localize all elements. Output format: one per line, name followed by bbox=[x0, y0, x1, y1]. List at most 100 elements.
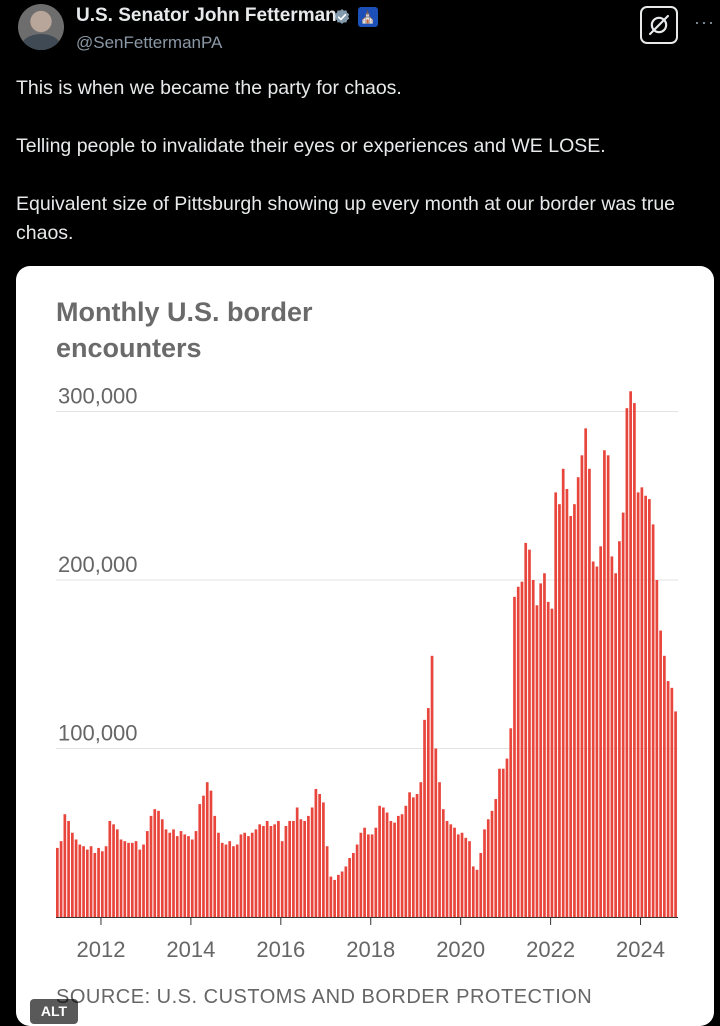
bar bbox=[115, 829, 119, 917]
bar bbox=[329, 876, 333, 917]
bar bbox=[168, 832, 172, 917]
bar bbox=[580, 455, 584, 917]
bar bbox=[543, 573, 546, 917]
bar bbox=[59, 841, 63, 917]
bar bbox=[284, 826, 288, 917]
bar bbox=[374, 827, 378, 917]
bar bbox=[404, 805, 408, 917]
bar bbox=[352, 852, 355, 917]
x-tick-label: 2020 bbox=[436, 937, 485, 962]
bar bbox=[63, 814, 67, 917]
bar bbox=[509, 728, 513, 917]
bar bbox=[441, 809, 445, 917]
bar bbox=[333, 879, 336, 917]
bar bbox=[56, 847, 59, 917]
bar bbox=[67, 820, 70, 917]
bar bbox=[134, 841, 138, 917]
bar bbox=[558, 504, 561, 917]
bar bbox=[194, 831, 198, 917]
bar bbox=[389, 820, 393, 917]
bar bbox=[307, 815, 310, 917]
post-header: U.S. Senator John Fetterman ⛪ @SenFetter… bbox=[0, 0, 720, 70]
bar bbox=[258, 824, 262, 917]
bar bbox=[108, 820, 112, 917]
x-tick-label: 2018 bbox=[346, 937, 395, 962]
bar bbox=[576, 477, 580, 917]
bar bbox=[505, 758, 509, 917]
bar bbox=[355, 844, 359, 917]
bar bbox=[535, 605, 539, 917]
bar bbox=[674, 711, 677, 917]
bar bbox=[142, 844, 145, 917]
bar bbox=[104, 846, 108, 917]
bar bbox=[213, 815, 217, 917]
bar bbox=[584, 428, 588, 917]
grok-icon[interactable] bbox=[640, 6, 678, 44]
bar bbox=[280, 841, 284, 917]
government-badge-icon: ⛪ bbox=[358, 7, 378, 27]
bar bbox=[187, 836, 190, 917]
avatar[interactable] bbox=[18, 4, 64, 50]
bar bbox=[164, 829, 168, 917]
bar bbox=[520, 581, 524, 917]
bar bbox=[265, 820, 269, 917]
bar bbox=[217, 832, 220, 917]
bar bbox=[501, 768, 505, 917]
bar bbox=[621, 512, 625, 917]
bar bbox=[618, 541, 621, 917]
bar bbox=[78, 844, 82, 917]
bar bbox=[262, 826, 265, 917]
bar bbox=[322, 802, 325, 917]
bar bbox=[247, 836, 250, 917]
author-handle[interactable]: @SenFettermanPA bbox=[76, 33, 223, 52]
bar bbox=[224, 844, 228, 917]
bar bbox=[554, 492, 558, 917]
bar bbox=[460, 832, 464, 917]
bar bbox=[666, 681, 670, 917]
bar bbox=[127, 842, 130, 917]
bar bbox=[228, 841, 232, 917]
bar bbox=[475, 869, 479, 917]
bar bbox=[149, 815, 153, 917]
more-options-icon[interactable]: ··· bbox=[694, 12, 715, 32]
bar bbox=[483, 829, 486, 917]
alt-text-badge[interactable]: ALT bbox=[30, 999, 78, 1024]
bar bbox=[636, 492, 640, 917]
bar bbox=[464, 837, 468, 917]
bar bbox=[648, 499, 651, 917]
bar bbox=[82, 846, 85, 917]
bar bbox=[123, 841, 127, 917]
bar bbox=[438, 782, 441, 917]
x-tick-label: 2012 bbox=[76, 937, 125, 962]
post-text: This is when we became the party for cha… bbox=[16, 74, 708, 277]
x-tick-label: 2022 bbox=[526, 937, 575, 962]
bar bbox=[89, 846, 93, 917]
bar bbox=[494, 799, 498, 917]
bar bbox=[546, 601, 550, 917]
bar bbox=[172, 829, 175, 917]
bar bbox=[516, 586, 520, 917]
bar bbox=[396, 815, 400, 917]
bar bbox=[119, 839, 123, 917]
bar bbox=[468, 841, 471, 917]
post-paragraph-2: Telling people to invalidate their eyes … bbox=[16, 135, 606, 157]
bar bbox=[629, 391, 632, 917]
bar bbox=[411, 797, 415, 917]
bar bbox=[490, 810, 494, 917]
bar bbox=[130, 842, 134, 917]
bar bbox=[277, 820, 280, 917]
author-name[interactable]: U.S. Senator John Fetterman bbox=[76, 5, 337, 26]
bar bbox=[633, 403, 636, 917]
post-image[interactable]: 100,000 200,000 300,000 2012 2014 2016 2018 20… bbox=[16, 266, 714, 1026]
bar bbox=[479, 852, 483, 917]
bar bbox=[550, 608, 554, 917]
bar bbox=[160, 819, 164, 917]
bar bbox=[531, 580, 535, 917]
bar bbox=[112, 824, 115, 917]
x-tick-label: 2016 bbox=[256, 937, 305, 962]
bar bbox=[378, 805, 381, 917]
y-tick-label: 200,000 bbox=[58, 552, 138, 577]
bar bbox=[235, 844, 239, 917]
bar bbox=[486, 819, 490, 917]
bar bbox=[400, 814, 404, 917]
